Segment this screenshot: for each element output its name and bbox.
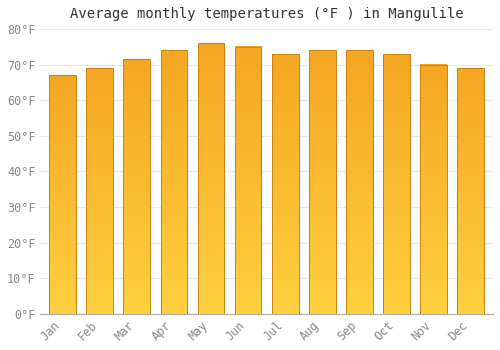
Bar — [346, 50, 373, 314]
Bar — [272, 54, 298, 314]
Bar — [309, 50, 336, 314]
Title: Average monthly temperatures (°F ) in Mangulile: Average monthly temperatures (°F ) in Ma… — [70, 7, 464, 21]
Bar — [198, 43, 224, 314]
Bar — [420, 65, 447, 314]
Bar — [235, 47, 262, 314]
Bar — [124, 59, 150, 314]
Bar — [86, 68, 113, 314]
Bar — [458, 68, 484, 314]
Bar — [49, 75, 76, 314]
Bar — [160, 50, 188, 314]
Bar — [383, 54, 410, 314]
